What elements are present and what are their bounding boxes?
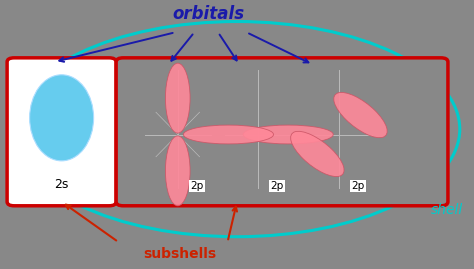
Ellipse shape (183, 125, 273, 144)
Text: 2s: 2s (55, 178, 69, 191)
Text: orbitals: orbitals (173, 5, 245, 23)
Ellipse shape (165, 63, 190, 133)
Ellipse shape (334, 93, 387, 138)
Ellipse shape (30, 75, 94, 161)
Ellipse shape (291, 131, 344, 176)
Ellipse shape (165, 136, 190, 206)
Text: subshells: subshells (144, 247, 217, 261)
Text: 2p: 2p (271, 181, 284, 191)
Text: shell: shell (431, 203, 464, 217)
Text: 2p: 2p (190, 181, 203, 191)
FancyBboxPatch shape (7, 58, 116, 206)
Text: 2p: 2p (351, 181, 365, 191)
FancyBboxPatch shape (116, 58, 448, 206)
Ellipse shape (243, 125, 333, 144)
